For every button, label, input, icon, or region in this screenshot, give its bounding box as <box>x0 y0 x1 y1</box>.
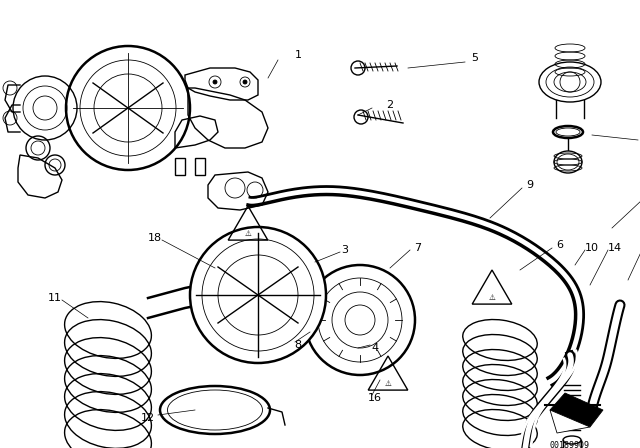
Circle shape <box>213 80 217 84</box>
Circle shape <box>305 265 415 375</box>
Text: 8: 8 <box>294 340 301 350</box>
Text: 10: 10 <box>585 243 599 253</box>
Text: ⚠: ⚠ <box>488 293 495 302</box>
Ellipse shape <box>553 126 583 138</box>
Text: 16: 16 <box>368 393 382 403</box>
Ellipse shape <box>539 62 601 102</box>
Circle shape <box>243 80 247 84</box>
Text: 11: 11 <box>48 293 62 303</box>
Text: 7: 7 <box>415 243 422 253</box>
Text: ⚠: ⚠ <box>244 228 252 237</box>
Text: 9: 9 <box>527 180 534 190</box>
Text: 00189909: 00189909 <box>550 440 590 448</box>
Text: 5: 5 <box>472 53 479 63</box>
Text: 6: 6 <box>557 240 563 250</box>
Circle shape <box>190 227 326 363</box>
Text: 1: 1 <box>294 50 301 60</box>
Text: 4: 4 <box>371 343 379 353</box>
Text: 3: 3 <box>342 245 349 255</box>
Text: 14: 14 <box>608 243 622 253</box>
Ellipse shape <box>554 151 582 173</box>
Text: 12: 12 <box>141 413 155 423</box>
Polygon shape <box>550 393 603 427</box>
Text: ⚠: ⚠ <box>385 379 392 388</box>
Text: 2: 2 <box>387 100 394 110</box>
Text: 18: 18 <box>148 233 162 243</box>
Polygon shape <box>550 410 590 433</box>
